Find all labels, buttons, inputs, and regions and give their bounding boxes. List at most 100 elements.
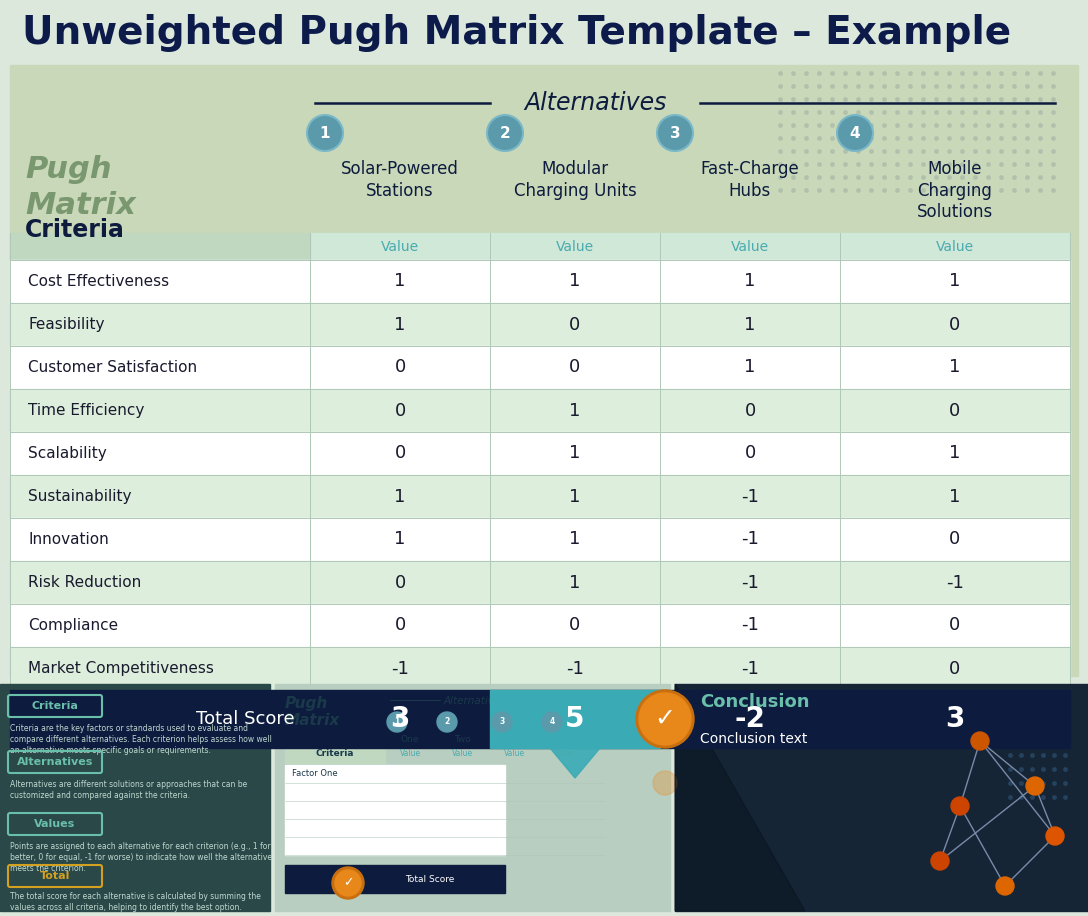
Text: 1: 1 [569, 487, 581, 506]
Bar [490, 389, 660, 432]
Text: Value: Value [399, 749, 421, 758]
Text: Value: Value [556, 240, 594, 254]
Circle shape [492, 712, 512, 732]
Bar [490, 647, 660, 690]
Text: 1: 1 [950, 444, 961, 463]
Bar [490, 260, 660, 303]
Text: 5: 5 [566, 705, 584, 733]
Circle shape [387, 712, 407, 732]
Circle shape [653, 771, 677, 795]
Bar [490, 604, 660, 647]
Text: -1: -1 [741, 530, 759, 549]
Text: 4: 4 [850, 125, 861, 140]
Text: 0: 0 [569, 616, 581, 635]
Bar [285, 801, 505, 819]
Bar [840, 303, 1070, 346]
Circle shape [970, 732, 989, 750]
Text: 0: 0 [569, 358, 581, 376]
Bar [310, 475, 490, 518]
Bar [660, 604, 840, 647]
Bar [840, 561, 1070, 604]
Bar [310, 432, 490, 475]
Bar [675, 684, 1088, 911]
Circle shape [307, 115, 343, 151]
Circle shape [996, 877, 1014, 895]
Bar [840, 432, 1070, 475]
Bar [285, 837, 505, 855]
Text: -1: -1 [741, 616, 759, 635]
Bar [490, 518, 660, 561]
Text: Pugh
Matrix: Pugh Matrix [25, 155, 136, 220]
Text: ✓: ✓ [343, 877, 354, 889]
Bar [490, 690, 660, 748]
Bar [310, 604, 490, 647]
Text: Values: Values [35, 819, 76, 829]
Text: 1: 1 [569, 272, 581, 290]
Text: Total: Total [40, 871, 71, 881]
Text: 0: 0 [950, 616, 961, 635]
Bar [660, 346, 840, 389]
Text: 1: 1 [394, 717, 399, 726]
Bar [840, 260, 1070, 303]
Text: 0: 0 [569, 315, 581, 333]
Text: 1: 1 [394, 487, 406, 506]
Text: Two: Two [454, 736, 470, 745]
Bar [840, 604, 1070, 647]
Bar [285, 745, 385, 763]
Text: Sustainability: Sustainability [28, 489, 132, 504]
Bar [660, 647, 840, 690]
Bar [10, 65, 1078, 676]
Text: Total Score: Total Score [406, 875, 455, 884]
Bar [660, 260, 840, 303]
Bar [285, 819, 505, 837]
Text: Criteria: Criteria [32, 701, 78, 711]
Text: 0: 0 [394, 444, 406, 463]
Bar [840, 389, 1070, 432]
Text: 3: 3 [391, 705, 410, 733]
Text: Points are assigned to each alternative for each criterion (e.g., 1 for
better, : Points are assigned to each alternative … [10, 842, 272, 873]
Circle shape [332, 867, 364, 899]
Circle shape [542, 712, 562, 732]
Bar [310, 260, 490, 303]
Bar [10, 475, 310, 518]
Text: 0: 0 [744, 444, 756, 463]
Text: Value: Value [381, 240, 419, 254]
Text: Value: Value [505, 749, 526, 758]
Text: 1: 1 [394, 530, 406, 549]
Text: 1: 1 [744, 358, 756, 376]
Text: -1: -1 [566, 660, 584, 678]
Text: Total Score: Total Score [196, 710, 295, 728]
Bar [660, 432, 840, 475]
Bar [310, 233, 1070, 260]
Text: 0: 0 [744, 401, 756, 420]
Text: 1: 1 [569, 573, 581, 592]
Text: Four: Four [555, 736, 574, 745]
Polygon shape [675, 684, 805, 911]
Text: Solar-Powered
Stations: Solar-Powered Stations [341, 160, 459, 200]
Bar [490, 475, 660, 518]
Text: Factor One: Factor One [292, 769, 337, 779]
Text: Modular
Charging Units: Modular Charging Units [514, 160, 636, 200]
Text: ✓: ✓ [655, 707, 676, 731]
Text: The total score for each alternative is calculated by summing the
values across : The total score for each alternative is … [10, 892, 261, 912]
Bar [840, 475, 1070, 518]
Text: 0: 0 [394, 358, 406, 376]
Bar [285, 865, 505, 893]
Text: 3: 3 [670, 125, 680, 140]
Text: Value: Value [936, 240, 974, 254]
Circle shape [951, 797, 969, 815]
Text: Alternatives: Alternatives [523, 91, 666, 115]
Circle shape [657, 115, 693, 151]
Text: Pugh
Matrix: Pugh Matrix [285, 696, 341, 728]
Text: Fast-Charge
Hubs: Fast-Charge Hubs [701, 160, 800, 200]
Circle shape [636, 690, 694, 748]
Polygon shape [551, 748, 599, 778]
Text: 0: 0 [394, 573, 406, 592]
Bar [840, 647, 1070, 690]
Text: 1: 1 [569, 444, 581, 463]
Text: Conclusion: Conclusion [700, 693, 809, 711]
Text: 3: 3 [945, 705, 965, 733]
Bar [660, 475, 840, 518]
Text: Time Efficiency: Time Efficiency [28, 403, 145, 418]
Circle shape [487, 115, 523, 151]
